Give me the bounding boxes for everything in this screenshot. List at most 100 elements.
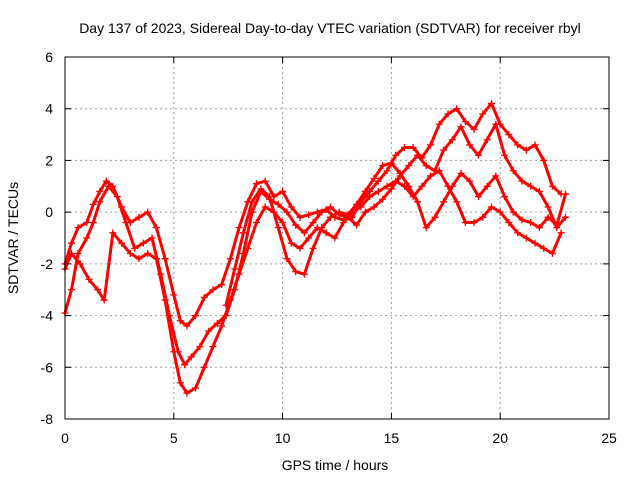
data-point [457, 123, 465, 131]
data-point [518, 216, 526, 224]
data-point [518, 177, 526, 185]
data-point [68, 239, 76, 247]
data-point [257, 185, 265, 193]
data-point [496, 208, 504, 216]
data-point [296, 244, 304, 252]
data-point [239, 229, 247, 237]
data-point [383, 167, 391, 175]
data-point [161, 296, 169, 304]
data-point [68, 250, 76, 258]
data-point [305, 211, 313, 219]
data-point [461, 118, 469, 126]
data-point [218, 281, 226, 289]
data-point [501, 193, 509, 201]
data-point [144, 208, 152, 216]
data-point [222, 301, 230, 309]
data-point [400, 144, 408, 151]
data-point [274, 200, 282, 208]
data-point [427, 172, 435, 180]
data-point [383, 182, 391, 190]
x-tick-label: 0 [61, 430, 69, 446]
data-point [509, 167, 517, 175]
data-point [535, 224, 543, 232]
data-point [252, 218, 260, 226]
data-point [192, 384, 200, 392]
data-point [261, 203, 269, 211]
data-point [170, 291, 178, 299]
data-point [96, 187, 104, 195]
data-point [135, 255, 143, 263]
y-tick-label: -6 [41, 359, 54, 375]
data-point [122, 218, 130, 226]
data-point [396, 169, 404, 177]
data-point [548, 182, 556, 190]
data-point [292, 221, 300, 229]
data-point [501, 151, 509, 159]
data-point [252, 180, 260, 188]
data-point [544, 213, 552, 221]
data-point [102, 177, 110, 185]
data-point [379, 162, 387, 170]
data-point [444, 110, 452, 118]
data-point [309, 218, 317, 226]
y-tick-label: -2 [41, 256, 54, 272]
y-tick-label: 6 [45, 49, 53, 65]
data-point [118, 239, 126, 247]
data-point [370, 175, 378, 183]
data-point [279, 187, 287, 195]
data-point [209, 343, 217, 351]
x-tick-label: 5 [170, 430, 178, 446]
data-point [553, 221, 561, 229]
data-point [152, 224, 160, 232]
data-point [487, 203, 495, 211]
data-point [479, 213, 487, 221]
data-point [200, 293, 208, 301]
data-point [94, 286, 102, 294]
data-point [392, 151, 400, 159]
data-point [196, 343, 204, 351]
data-point [300, 229, 308, 237]
data-point [466, 177, 474, 185]
data-point [261, 177, 269, 185]
data-point [235, 224, 243, 232]
data-point [453, 198, 461, 206]
data-point [279, 218, 287, 226]
y-tick-label: 2 [45, 152, 53, 168]
series-line [63, 122, 567, 367]
data-point [366, 193, 374, 201]
data-point [183, 322, 191, 330]
data-point [466, 141, 474, 149]
data-point [322, 229, 330, 237]
data-point [300, 270, 308, 278]
data-point [414, 151, 422, 159]
data-point [514, 141, 522, 149]
data-point [344, 211, 352, 219]
data-point [509, 208, 517, 216]
data-point [374, 177, 382, 185]
data-point [474, 193, 482, 201]
data-point [361, 187, 369, 195]
data-point [361, 208, 369, 216]
data-point [379, 195, 387, 203]
data-point [387, 185, 395, 193]
x-tick-label: 10 [275, 430, 291, 446]
data-point [287, 239, 295, 247]
data-point [283, 255, 291, 263]
data-point [392, 177, 400, 185]
data-point [244, 244, 252, 252]
data-point [152, 255, 160, 263]
data-point [231, 265, 239, 273]
data-point [440, 198, 448, 206]
data-point [470, 218, 478, 226]
x-tick-label: 20 [492, 430, 508, 446]
y-tick-label: 0 [45, 204, 53, 220]
series-track-3 [61, 167, 565, 397]
axis-ticks: -8 -6 -4 -2 0 2 4 6 0 5 10 15 20 25 [41, 49, 617, 446]
data-point [505, 218, 513, 226]
data-point [514, 229, 522, 237]
data-point [335, 208, 343, 216]
data-point [431, 213, 439, 221]
data-point [105, 182, 113, 190]
data-point [540, 244, 548, 252]
data-point [387, 159, 395, 167]
